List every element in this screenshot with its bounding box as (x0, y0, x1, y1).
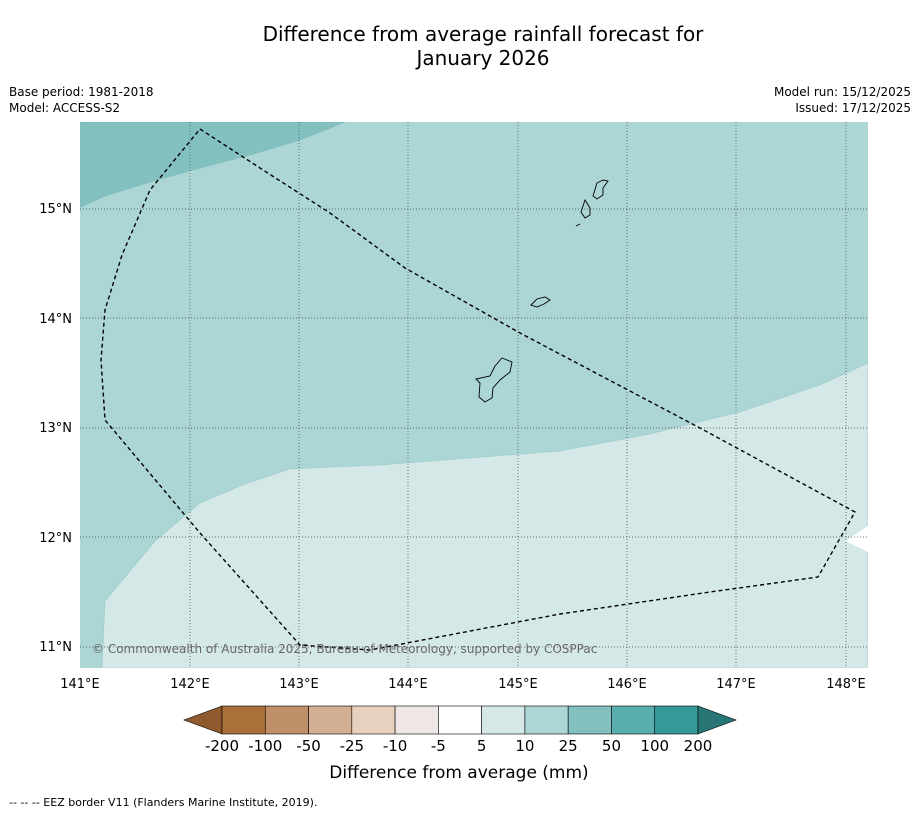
eez-border (100, 128, 856, 651)
island-rota (530, 296, 551, 308)
colorbar-box-10 (654, 705, 699, 735)
islands (475, 179, 609, 403)
title-line-1: Difference from average rainfall forecas… (262, 22, 704, 46)
colorbar-title: Difference from average (mm) (329, 763, 588, 783)
lat-label-12: 12°N (39, 531, 72, 546)
island-tinian (580, 198, 591, 219)
copyright-text: © Commonwealth of Australia 2025, Bureau… (92, 642, 597, 656)
colorbar-label: -10 (383, 737, 408, 755)
colorbar: -200 -100 -50 -25 -10 -5 5 10 25 50 100 200 Differe… (183, 705, 737, 783)
island-guam (475, 357, 513, 403)
colorbar-label: 100 (640, 737, 669, 755)
colorbar-box-7 (524, 705, 569, 735)
colorbar-box-3 (351, 705, 396, 735)
meta-left: Base period: 1981-2018 Model: ACCESS-S2 (9, 84, 154, 116)
colorbar-extend-low (183, 705, 223, 735)
title-line-2: January 2026 (416, 46, 550, 70)
base-period: Base period: 1981-2018 (9, 85, 154, 99)
chart-title: Difference from average rainfall forecas… (0, 22, 919, 70)
colorbar-label: -50 (296, 737, 321, 755)
colorbar-label: 5 (477, 737, 487, 755)
lon-label-145: 145°E (498, 677, 538, 692)
lat-label-13: 13°N (39, 421, 72, 436)
model-name: Model: ACCESS-S2 (9, 101, 121, 115)
lon-axis: 141°E 142°E 143°E 144°E 145°E 146°E 147°… (60, 677, 866, 692)
lat-axis: 15°N 14°N 13°N 12°N 11°N (39, 202, 72, 655)
region-5-10 (101, 362, 868, 668)
lat-label-11: 11°N (39, 640, 72, 655)
lat-label-14: 14°N (39, 312, 72, 327)
colorbar-box-1 (264, 705, 309, 735)
colorbar-box-2 (308, 705, 353, 735)
colorbar-box-6 (481, 705, 526, 735)
model-run: Model run: 15/12/2025 (773, 85, 911, 99)
issued-date: Issued: 17/12/2025 (795, 101, 911, 115)
colorbar-label: -200 (205, 737, 239, 755)
colorbar-label: -5 (431, 737, 446, 755)
map-area: © Commonwealth of Australia 2025, Bureau… (80, 122, 868, 668)
lon-label-142: 142°E (170, 677, 210, 692)
colorbar-label: 200 (684, 737, 713, 755)
colorbar-box-4 (394, 705, 439, 735)
colorbar-box-5 (438, 705, 482, 735)
eez-footnote: -- -- -- EEZ border V11 (Flanders Marine… (9, 796, 318, 809)
colorbar-labels: -200 -100 -50 -25 -10 -5 5 10 25 50 100 200 (205, 737, 712, 755)
lon-label-146: 146°E (607, 677, 647, 692)
colorbar-label: 10 (515, 737, 534, 755)
lon-label-143: 143°E (279, 677, 319, 692)
colorbar-label: -25 (340, 737, 365, 755)
lon-label-148: 148°E (826, 677, 866, 692)
lon-label-144: 144°E (388, 677, 428, 692)
colorbar-box-9 (611, 705, 656, 735)
region-white-wedge (845, 526, 868, 552)
colorbar-extend-high (697, 705, 737, 735)
island-saipan (592, 179, 609, 200)
meta-right: Model run: 15/12/2025 Issued: 17/12/2025 (774, 84, 911, 116)
colorbar-label: 25 (559, 737, 578, 755)
colorbar-box-8 (567, 705, 612, 735)
island-aguijan (575, 223, 581, 227)
colorbar-label: 50 (602, 737, 621, 755)
region-25-50 (80, 122, 346, 208)
lon-label-147: 147°E (716, 677, 756, 692)
lat-label-15: 15°N (39, 202, 72, 217)
gridlines (80, 122, 868, 668)
colorbar-box-0 (221, 705, 266, 735)
colorbar-boxes (221, 705, 699, 735)
lon-label-141: 141°E (60, 677, 100, 692)
colorbar-label: -100 (248, 737, 282, 755)
